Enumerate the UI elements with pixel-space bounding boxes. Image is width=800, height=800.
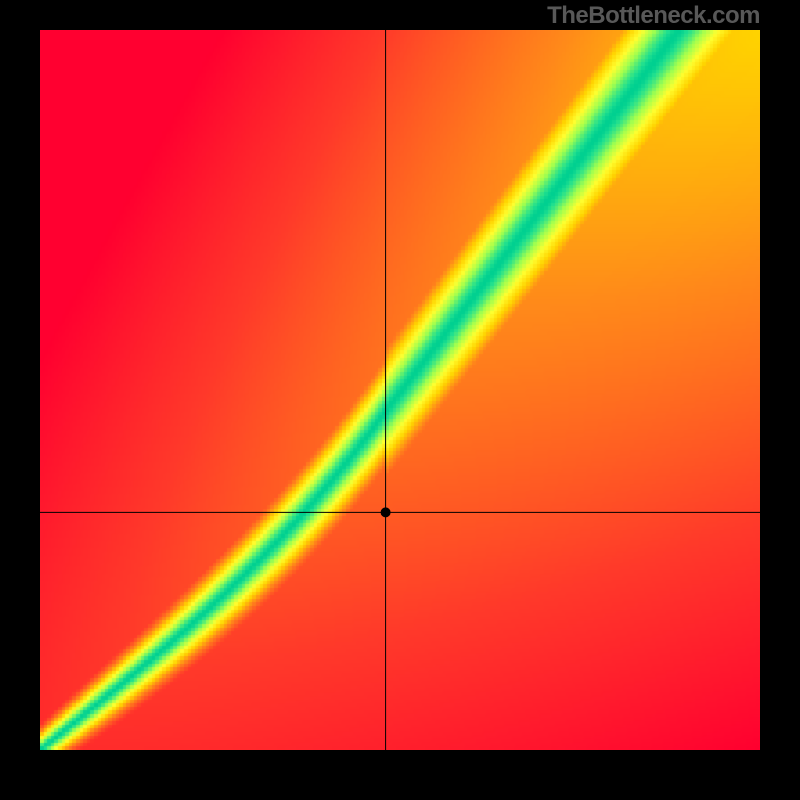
plot-area <box>40 30 760 750</box>
heatmap-canvas <box>40 30 760 750</box>
chart-container: { "watermark": { "text": "TheBottleneck.… <box>0 0 800 800</box>
watermark-text: TheBottleneck.com <box>547 2 760 30</box>
